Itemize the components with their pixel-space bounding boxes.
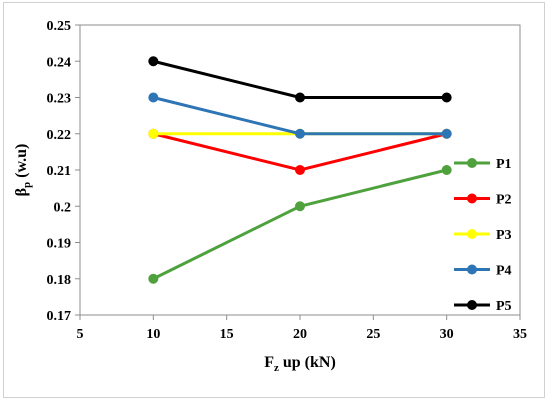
y-tick-label: 0.24	[47, 55, 72, 70]
data-point-p2	[295, 165, 305, 175]
series-line-p5	[152, 59, 447, 99]
legend-marker-p4	[467, 264, 477, 275]
data-point-p4	[295, 128, 305, 139]
data-point-p4	[441, 128, 452, 139]
x-tick-label: 25	[366, 327, 380, 342]
y-tick-label: 0.17	[47, 309, 72, 324]
legend-label-p4: P4	[496, 264, 512, 279]
x-tick-label: 20	[293, 327, 307, 342]
x-axis-title: Fz up (kN)	[264, 354, 336, 374]
x-tick-label: 15	[220, 327, 234, 342]
x-tick-label: 35	[513, 327, 527, 342]
data-point-p4	[148, 92, 159, 103]
data-point-p1	[148, 273, 159, 284]
y-tick-label: 0.19	[47, 237, 72, 252]
data-point-p3	[148, 128, 159, 139]
y-axis-title: βp (w.u)	[13, 144, 33, 197]
legend-marker-p5	[467, 300, 477, 310]
legend-label-p1: P1	[496, 157, 512, 172]
y-tick-label: 0.25	[47, 19, 72, 34]
data-point-p5	[148, 56, 159, 67]
x-tick-label: 10	[146, 327, 160, 342]
legend-label-p2: P2	[496, 193, 512, 208]
data-point-p1	[295, 201, 305, 212]
legend-marker-p1	[467, 158, 477, 168]
legend-label-p3: P3	[496, 228, 512, 243]
y-tick-label: 0.18	[47, 273, 72, 288]
legend-label-p5: P5	[496, 299, 512, 314]
y-tick-label: 0.22	[47, 128, 72, 143]
x-tick-label: 30	[440, 327, 454, 342]
y-tick-label: 0.2	[54, 200, 72, 215]
legend-marker-p3	[467, 229, 477, 239]
series-line-p4	[152, 96, 447, 136]
tick-labels: 5 10 15 20 25 30 35 0.17 0.18 0.19 0.2 0.21 0.22 0.23…	[47, 19, 528, 342]
series-line-p1	[152, 168, 448, 281]
legend-marker-p2	[467, 193, 477, 204]
data-point-p1	[441, 165, 452, 175]
series-group	[148, 56, 452, 284]
data-point-p5	[441, 92, 452, 103]
legend: P1 P2 P3 P4 P5	[454, 157, 512, 314]
x-tick-label: 5	[77, 327, 84, 342]
axes	[75, 24, 521, 320]
y-tick-label: 0.23	[47, 92, 72, 107]
y-tick-label: 0.21	[47, 164, 72, 179]
data-point-p5	[295, 92, 305, 103]
series-line-p2	[152, 132, 448, 172]
